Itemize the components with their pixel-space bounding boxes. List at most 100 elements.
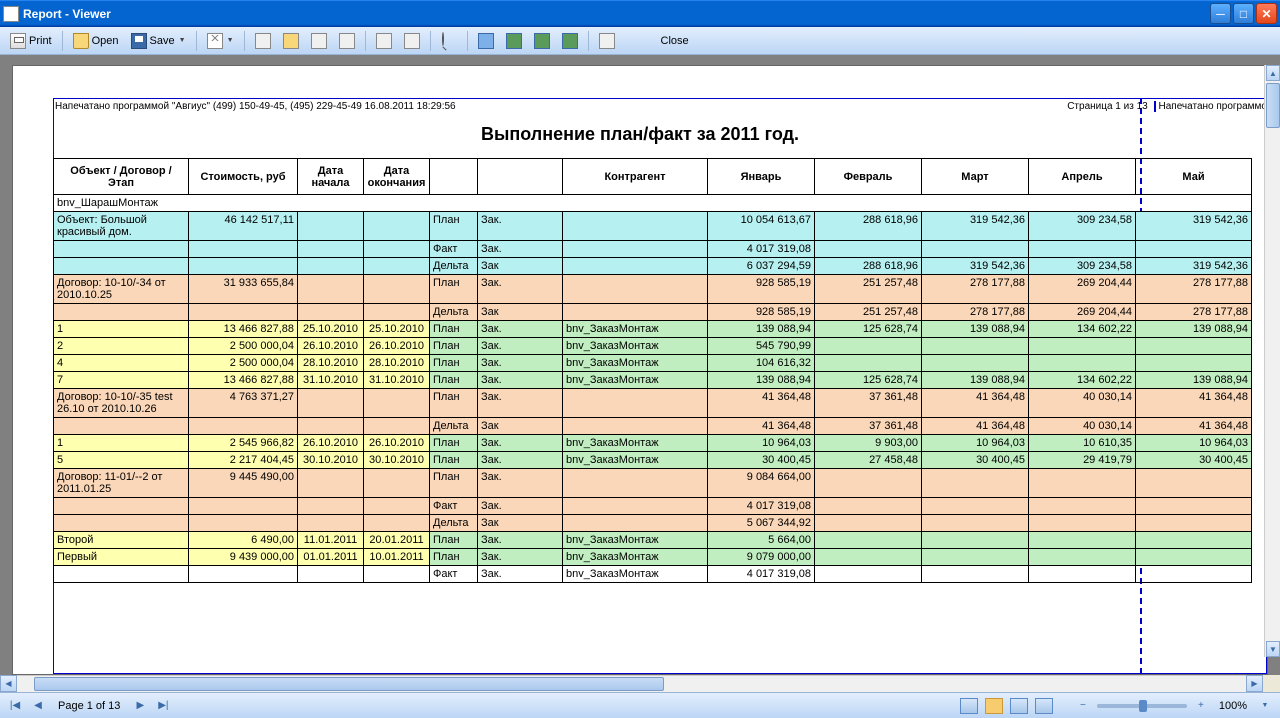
report-content: Напечатано программой "Авгиус" (499) 150… — [13, 66, 1267, 674]
zoom-dropdown[interactable]: ▼ — [1256, 697, 1274, 715]
tool-button-2[interactable] — [279, 31, 303, 51]
table-cell: Зак. — [478, 389, 563, 418]
minimize-button[interactable]: ─ — [1210, 3, 1231, 24]
report-table: Объект / Договор / ЭтапСтоимость, рубДат… — [53, 158, 1252, 583]
table-cell: 29 419,79 — [1029, 452, 1136, 469]
table-cell: Зак. — [478, 532, 563, 549]
table-cell: Дельта — [430, 515, 478, 532]
view-multi-icon — [534, 33, 550, 49]
zoom-slider[interactable] — [1097, 704, 1187, 708]
table-cell: 319 542,36 — [1136, 212, 1252, 241]
scroll-up-button[interactable]: ▲ — [1266, 65, 1280, 81]
find-button[interactable] — [437, 31, 461, 51]
view-multi-button[interactable] — [530, 31, 554, 51]
print-button[interactable]: Print — [6, 31, 56, 51]
view-grid-button[interactable] — [558, 31, 582, 51]
titlebar[interactable]: Report - Viewer ─ □ ✕ — [0, 0, 1280, 27]
org-row: bnv_ШарашМонтаж — [54, 195, 1252, 212]
table-cell — [1029, 532, 1136, 549]
mail-dropdown-icon: ▼ — [227, 37, 234, 44]
vertical-scrollbar[interactable]: ▲ ▼ — [1264, 65, 1280, 657]
scroll-thumb[interactable] — [1266, 83, 1280, 128]
table-cell: План — [430, 212, 478, 241]
view-cont-button[interactable] — [502, 31, 526, 51]
close-button[interactable]: ✕ — [1256, 3, 1277, 24]
table-cell: 4 017 319,08 — [708, 566, 815, 583]
scroll-left-button[interactable]: ◀ — [0, 675, 17, 692]
col-header: Май — [1136, 159, 1252, 195]
table-cell: 319 542,36 — [922, 258, 1029, 275]
table-cell — [364, 566, 430, 583]
table-cell: 125 628,74 — [815, 321, 922, 338]
next-page-button[interactable]: ▶ — [131, 697, 149, 715]
print-icon — [10, 33, 26, 49]
open-icon — [73, 33, 89, 49]
first-page-button[interactable]: |◀ — [6, 697, 24, 715]
table-cell: Зак — [478, 258, 563, 275]
table-cell: 10 964,03 — [922, 435, 1029, 452]
prev-page-button[interactable]: ◀ — [29, 697, 47, 715]
view-single-button[interactable] — [474, 31, 498, 51]
table-cell: План — [430, 549, 478, 566]
table-cell — [563, 212, 708, 241]
open-button[interactable]: Open — [69, 31, 123, 51]
tool-button-6[interactable] — [400, 31, 424, 51]
table-cell: 139 088,94 — [1136, 372, 1252, 389]
table-cell: Зак. — [478, 566, 563, 583]
table-cell — [298, 212, 364, 241]
find-icon — [441, 33, 457, 49]
table-cell — [815, 338, 922, 355]
horizontal-scrollbar[interactable] — [17, 675, 1246, 692]
zoom-handle[interactable] — [1139, 700, 1147, 712]
status-view-4[interactable] — [1035, 698, 1053, 714]
status-view-2[interactable] — [985, 698, 1003, 714]
table-cell: Зак. — [478, 452, 563, 469]
table-cell: 139 088,94 — [922, 372, 1029, 389]
table-cell: Зак. — [478, 355, 563, 372]
table-cell — [189, 515, 298, 532]
table-cell: 278 177,88 — [922, 275, 1029, 304]
tool-button-5[interactable] — [372, 31, 396, 51]
table-cell: 319 542,36 — [1136, 258, 1252, 275]
table-cell: 278 177,88 — [1136, 275, 1252, 304]
table-cell: 4 — [54, 355, 189, 372]
tool-button-1[interactable] — [251, 31, 275, 51]
table-cell — [922, 515, 1029, 532]
save-button[interactable]: Save▼ — [127, 31, 190, 51]
table-cell: 26.10.2010 — [298, 338, 364, 355]
table-cell: 928 585,19 — [708, 275, 815, 304]
col-header: Дата окончания — [364, 159, 430, 195]
tool-button-7[interactable] — [595, 31, 619, 51]
col-header: Январь — [708, 159, 815, 195]
table-cell: 41 364,48 — [708, 418, 815, 435]
last-page-button[interactable]: ▶| — [154, 697, 172, 715]
table-cell: 134 602,22 — [1029, 321, 1136, 338]
tool-button-4[interactable] — [335, 31, 359, 51]
table-cell: 5 067 344,92 — [708, 515, 815, 532]
zoom-out-button[interactable]: − — [1074, 697, 1092, 715]
print-info: Напечатано программой "Авгиус" (499) 150… — [55, 101, 456, 112]
tool-button-3[interactable] — [307, 31, 331, 51]
table-cell: 26.10.2010 — [298, 435, 364, 452]
mail-button[interactable]: ▼ — [203, 31, 238, 51]
page-number-info: Страница 1 из 13 Напечатано программо — [1067, 101, 1267, 112]
maximize-button[interactable]: □ — [1233, 3, 1254, 24]
table-cell — [298, 566, 364, 583]
table-cell — [364, 258, 430, 275]
print-label: Print — [29, 35, 52, 47]
table-cell: 27 458,48 — [815, 452, 922, 469]
table-cell: Зак. — [478, 212, 563, 241]
table-cell: Зак — [478, 304, 563, 321]
table-cell — [563, 241, 708, 258]
scroll-down-button[interactable]: ▼ — [1266, 641, 1280, 657]
status-view-3[interactable] — [1010, 698, 1028, 714]
status-view-1[interactable] — [960, 698, 978, 714]
zoom-in-button[interactable]: + — [1192, 697, 1210, 715]
close-report-button[interactable]: Close — [657, 33, 693, 49]
table-cell — [1029, 498, 1136, 515]
hscroll-thumb[interactable] — [34, 677, 664, 691]
table-cell: 46 142 517,11 — [189, 212, 298, 241]
statusbar: |◀ ◀ Page 1 of 13 ▶ ▶| − + 100% ▼ — [0, 692, 1280, 718]
scroll-right-button[interactable]: ▶ — [1246, 675, 1263, 692]
table-cell: 5 664,00 — [708, 532, 815, 549]
